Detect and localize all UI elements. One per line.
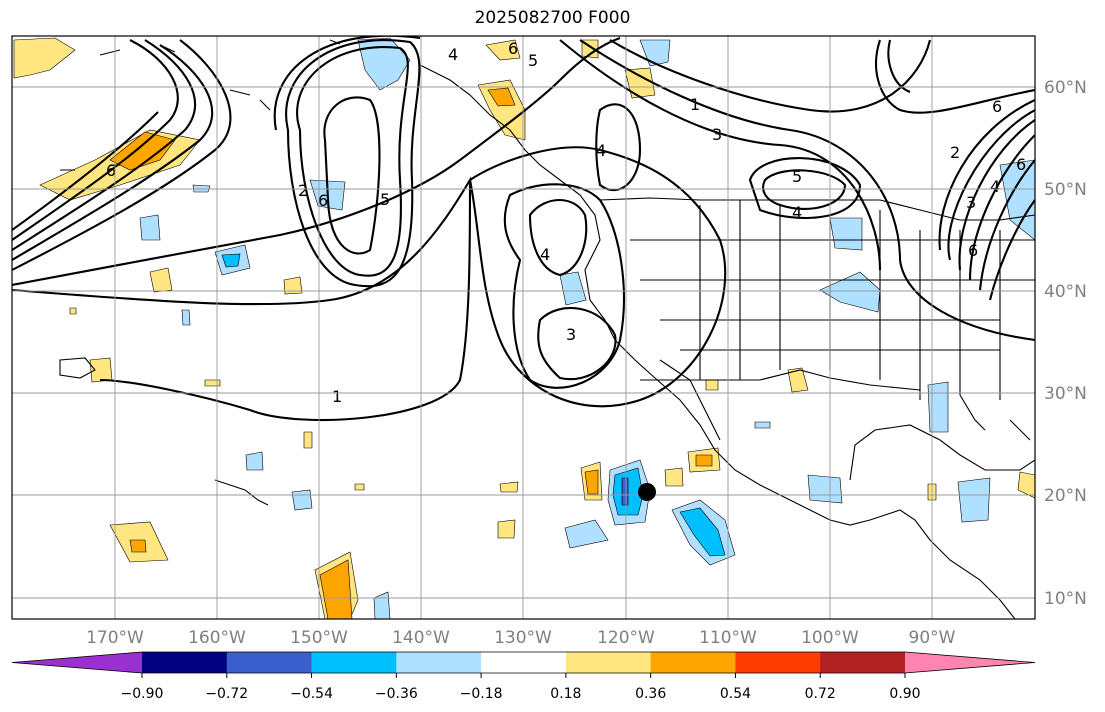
lat-label: 10°N [1044,589,1087,609]
contour-label-group: 1 1 3 3 4 4 4 5 5 6 6 2 6 6 3 4 5 6 6 2 … [106,39,1026,406]
coastlines [59,39,1035,619]
colorbar-tick-label: 0.54 [720,686,751,702]
contour-label: 3 [712,125,722,144]
contour-label: 5 [528,51,538,70]
colorbar-tick-label: −0.18 [460,686,503,702]
colorbar-tick-label: 0.36 [635,686,666,702]
contour-label: 6 [968,241,978,260]
lon-label: 160°W [188,628,246,648]
longitude-labels: 170°W 160°W 150°W 140°W 130°W 120°W 110°… [86,628,956,648]
colorbar-segment [735,652,821,673]
contour-label: 6 [508,39,518,58]
shaded-anomalies [13,37,1035,619]
colorbar-tick-label: 0.18 [550,686,581,702]
colorbar-segment [12,652,142,673]
colorbar-segment [396,652,482,673]
map-frame [11,35,1036,620]
lon-label: 110°W [699,628,757,648]
contour-label: 4 [540,245,550,264]
colorbar-tick-label: −0.54 [290,686,333,702]
contour-lines [12,36,1035,422]
colorbar-segment [481,652,567,673]
contour-label: 2 [950,143,960,162]
contour-label: 4 [596,141,606,160]
colorbar-tick-labels: −0.90 −0.72 −0.54 −0.36 −0.18 0.18 0.36 0.54 0.7… [121,686,921,702]
contour-label: 6 [992,97,1002,116]
colorbar-segment [226,652,313,673]
lat-label: 30°N [1044,384,1087,404]
latitude-labels: 60°N 50°N 40°N 30°N 20°N 10°N [1044,78,1087,609]
storm-marker [638,483,656,501]
lon-label: 120°W [597,628,655,648]
lat-label: 60°N [1044,78,1087,98]
lat-label: 50°N [1044,180,1087,200]
colorbar [11,651,1036,678]
lon-label: 150°W [290,628,348,648]
colorbar-tick-label: 0.72 [805,686,836,702]
colorbar-segment [311,652,397,673]
contour-label: 4 [792,203,802,222]
contour-label: 4 [990,177,1000,196]
lon-label: 90°W [909,628,956,648]
colorbar-tick-label: −0.36 [375,686,418,702]
lon-label: 170°W [86,628,144,648]
lat-label: 40°N [1044,282,1087,302]
lon-label: 100°W [801,628,859,648]
contour-label: 6 [318,191,328,210]
contour-label: 5 [792,167,802,186]
contour-label: 6 [106,161,116,180]
colorbar-segment [142,652,228,673]
lon-label: 140°W [392,628,450,648]
contour-label: 1 [332,387,342,406]
colorbar-segment [820,652,906,673]
colorbar-tick-label: −0.72 [205,686,248,702]
contour-label: 5 [380,190,390,209]
contour-label: 3 [566,325,576,344]
gridlines [12,36,1035,619]
contour-label: 3 [966,193,976,212]
contour-label: 1 [690,95,700,114]
map-title: 2025082700 F000 [474,8,631,28]
lat-label: 20°N [1044,486,1087,506]
contour-label: 6 [1016,155,1026,174]
colorbar-segment [905,652,1035,673]
colorbar-tick-label: −0.90 [121,686,164,702]
colorbar-segment [565,652,652,673]
colorbar-segment [650,652,736,673]
lon-label: 130°W [494,628,552,648]
colorbar-tick-label: 0.90 [889,686,920,702]
contour-label: 4 [448,45,458,64]
contour-label: 2 [298,181,308,200]
